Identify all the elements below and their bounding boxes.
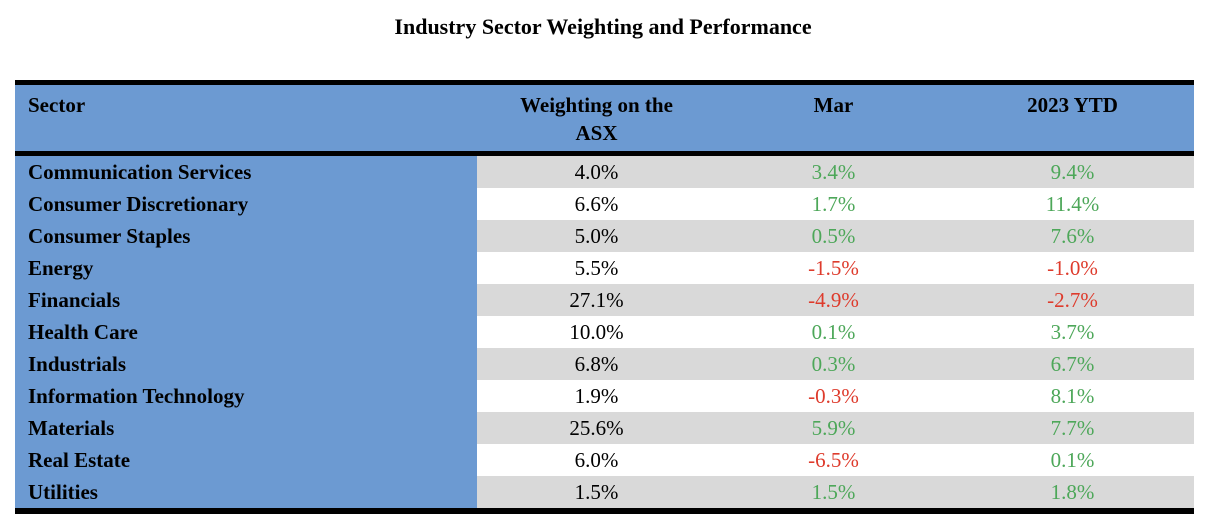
sector-cell: Information Technology (15, 380, 477, 412)
table-row: Materials 25.6% 5.9% 7.7% (15, 412, 1194, 444)
mar-cell: 0.5% (716, 220, 951, 252)
sector-cell: Consumer Discretionary (15, 188, 477, 220)
mar-cell: 0.3% (716, 348, 951, 380)
table-row: Health Care 10.0% 0.1% 3.7% (15, 316, 1194, 348)
table-row: Energy 5.5% -1.5% -1.0% (15, 252, 1194, 284)
ytd-cell: 7.6% (951, 220, 1194, 252)
col-header-mar: Mar (716, 82, 951, 156)
mar-cell: 1.7% (716, 188, 951, 220)
mar-cell: -1.5% (716, 252, 951, 284)
table-row: Consumer Discretionary 6.6% 1.7% 11.4% (15, 188, 1194, 220)
weighting-cell: 27.1% (477, 284, 716, 316)
table-body: Communication Services 4.0% 3.4% 9.4% Consum… (15, 153, 1194, 511)
document-page: Industry Sector Weighting and Performanc… (0, 12, 1206, 522)
table-header: Sector Weighting on the ASX Mar 2023 YTD (15, 82, 1194, 156)
sector-cell: Communication Services (15, 153, 477, 188)
mar-cell: -6.5% (716, 444, 951, 476)
weighting-cell: 5.5% (477, 252, 716, 284)
mar-cell: 1.5% (716, 476, 951, 511)
mar-cell: 3.4% (716, 153, 951, 188)
ytd-cell: 6.7% (951, 348, 1194, 380)
sector-cell: Utilities (15, 476, 477, 511)
ytd-cell: 7.7% (951, 412, 1194, 444)
sector-cell: Health Care (15, 316, 477, 348)
mar-cell: 5.9% (716, 412, 951, 444)
weighting-cell: 1.9% (477, 380, 716, 412)
weighting-cell: 6.6% (477, 188, 716, 220)
table-row: Financials 27.1% -4.9% -2.7% (15, 284, 1194, 316)
sector-cell: Materials (15, 412, 477, 444)
header-row: Sector Weighting on the ASX Mar 2023 YTD (15, 82, 1194, 156)
weighting-cell: 10.0% (477, 316, 716, 348)
sector-cell: Industrials (15, 348, 477, 380)
mar-cell: -4.9% (716, 284, 951, 316)
weighting-cell: 25.6% (477, 412, 716, 444)
weighting-cell: 6.0% (477, 444, 716, 476)
table-row: Information Technology 1.9% -0.3% 8.1% (15, 380, 1194, 412)
table-row: Utilities 1.5% 1.5% 1.8% (15, 476, 1194, 511)
weighting-cell: 1.5% (477, 476, 716, 511)
ytd-cell: -2.7% (951, 284, 1194, 316)
mar-cell: 0.1% (716, 316, 951, 348)
ytd-cell: -1.0% (951, 252, 1194, 284)
mar-cell: -0.3% (716, 380, 951, 412)
weighting-cell: 5.0% (477, 220, 716, 252)
col-header-weighting-label: Weighting on the ASX (520, 93, 673, 145)
table-row: Industrials 6.8% 0.3% 6.7% (15, 348, 1194, 380)
weighting-cell: 4.0% (477, 153, 716, 188)
ytd-cell: 3.7% (951, 316, 1194, 348)
sector-cell: Energy (15, 252, 477, 284)
sector-cell: Real Estate (15, 444, 477, 476)
col-header-sector: Sector (15, 82, 477, 156)
table-row: Consumer Staples 5.0% 0.5% 7.6% (15, 220, 1194, 252)
table-row: Real Estate 6.0% -6.5% 0.1% (15, 444, 1194, 476)
sector-weighting-table: Sector Weighting on the ASX Mar 2023 YTD… (15, 80, 1194, 514)
ytd-cell: 11.4% (951, 188, 1194, 220)
ytd-cell: 1.8% (951, 476, 1194, 511)
ytd-cell: 8.1% (951, 380, 1194, 412)
col-header-ytd: 2023 YTD (951, 82, 1194, 156)
col-header-weighting: Weighting on the ASX (477, 82, 716, 156)
page-title: Industry Sector Weighting and Performanc… (394, 14, 812, 39)
ytd-cell: 9.4% (951, 153, 1194, 188)
sector-cell: Consumer Staples (15, 220, 477, 252)
ytd-cell: 0.1% (951, 444, 1194, 476)
weighting-cell: 6.8% (477, 348, 716, 380)
sector-cell: Financials (15, 284, 477, 316)
table-row: Communication Services 4.0% 3.4% 9.4% (15, 153, 1194, 188)
